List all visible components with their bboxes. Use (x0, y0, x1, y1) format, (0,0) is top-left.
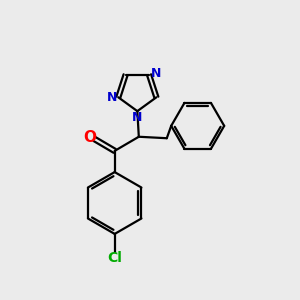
Text: Cl: Cl (107, 251, 122, 265)
Text: N: N (132, 111, 142, 124)
Text: N: N (106, 91, 117, 104)
Text: N: N (150, 67, 161, 80)
Text: O: O (83, 130, 96, 145)
